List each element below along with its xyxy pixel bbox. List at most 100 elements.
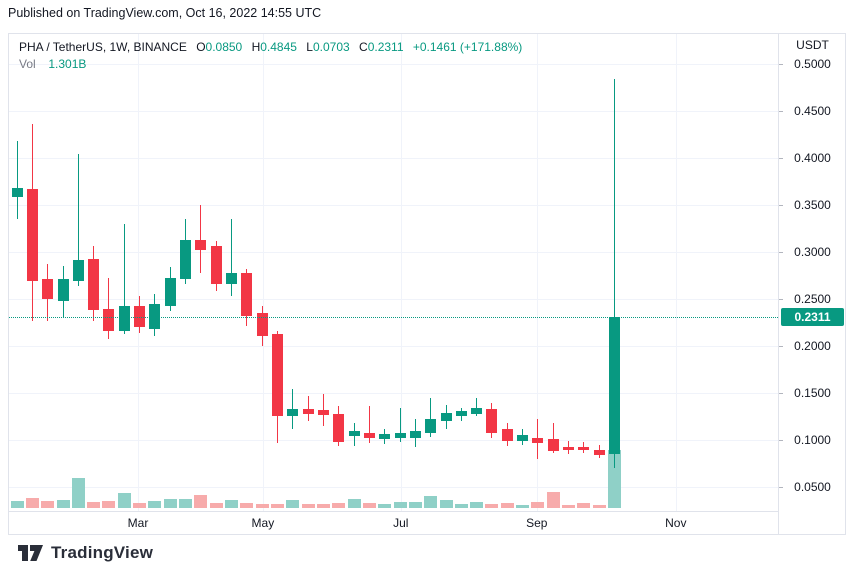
candle-body <box>317 409 329 415</box>
symbol-title[interactable]: PHA / TetherUS, 1W, BINANCE <box>19 40 187 54</box>
price-tick-label: 0.4000 <box>794 151 831 165</box>
candle-body <box>578 447 590 450</box>
candle-body <box>501 429 513 441</box>
v-gridline <box>138 34 139 511</box>
change-value: +0.1461 (+171.88%) <box>412 40 523 54</box>
candle-body <box>486 409 498 434</box>
candle-body <box>241 273 253 316</box>
tradingview-logo-icon[interactable] <box>18 544 44 562</box>
candle-body <box>302 409 314 414</box>
ohlc-close: C0.2311 <box>359 40 404 54</box>
volume-bar <box>10 501 24 508</box>
volume-bar <box>41 501 55 508</box>
h-gridline <box>9 393 778 394</box>
volume-bar <box>133 502 147 508</box>
price-tick-label: 0.5000 <box>794 57 831 71</box>
tradingview-brand-text[interactable]: TradingView <box>51 543 154 562</box>
price-plot[interactable] <box>9 34 778 511</box>
volume-bar <box>225 499 238 508</box>
candle-wick <box>77 154 79 286</box>
price-tickmark <box>779 299 783 300</box>
month-label: May <box>251 516 275 530</box>
price-axis-unit: USDT <box>796 38 829 52</box>
price-tickmark <box>779 205 783 206</box>
ohlc-low: L0.0703 <box>306 40 350 54</box>
candle-wick <box>476 397 478 416</box>
volume-bar <box>255 503 269 508</box>
price-tickmark <box>779 393 783 394</box>
h-gridline <box>9 111 778 112</box>
h-gridline <box>9 346 778 347</box>
v-gridline <box>675 34 677 511</box>
volume-bar <box>270 503 284 508</box>
price-tick-label: 0.2000 <box>794 339 831 353</box>
v-gridline <box>262 34 264 511</box>
price-tickmark <box>779 346 783 347</box>
volume-bar <box>577 502 591 508</box>
volume-bar <box>470 502 484 508</box>
candle-wick <box>552 423 554 453</box>
candle-wick <box>108 278 110 339</box>
candle-wick <box>200 205 202 273</box>
candle-body <box>425 419 437 433</box>
price-tickmark <box>779 440 783 441</box>
month-label: Mar <box>127 516 149 530</box>
volume-bar <box>393 502 407 508</box>
candle-body <box>547 439 559 451</box>
candle-wick <box>430 397 432 437</box>
candle-body <box>287 409 299 416</box>
candle-body <box>256 313 268 336</box>
candle-body <box>103 309 115 331</box>
h-gridline <box>9 487 778 488</box>
candle-body <box>409 431 421 439</box>
ohlc-open: O0.0850 <box>196 40 243 54</box>
price-tick-label: 0.1000 <box>794 433 831 447</box>
candle-body <box>26 189 38 282</box>
price-tick-label: 0.1500 <box>794 386 831 400</box>
price-tick-label: 0.4500 <box>794 104 831 118</box>
candle-body <box>363 433 375 438</box>
chart-legend: PHA / TetherUS, 1W, BINANCE O0.0850 H0.4… <box>19 39 522 73</box>
candle-body <box>195 240 207 251</box>
volume-bar <box>362 502 376 508</box>
candle-body <box>180 240 191 279</box>
candle-body <box>42 279 54 299</box>
price-tickmark <box>779 158 783 159</box>
price-tick-label: 0.3000 <box>794 245 831 259</box>
volume-bar <box>408 502 422 508</box>
volume-bar <box>209 502 223 508</box>
price-tickmark <box>779 252 783 253</box>
volume-bar <box>316 503 330 508</box>
candle-body <box>455 411 467 417</box>
volume-bar <box>301 503 315 508</box>
h-gridline <box>9 299 778 300</box>
volume-bar <box>500 502 514 508</box>
volume-bar <box>608 450 621 508</box>
month-label: Sep <box>526 516 548 530</box>
volume-bar <box>562 505 575 508</box>
time-axis[interactable]: Mar May Jul Sep Nov <box>9 511 778 535</box>
current-price-badge[interactable]: 0.2311 <box>781 307 844 326</box>
volume-bar <box>378 503 392 508</box>
volume-bar <box>439 499 453 508</box>
volume-bar <box>424 495 438 508</box>
volume-bar <box>546 491 560 508</box>
h-gridline <box>9 205 778 206</box>
candle-body <box>532 438 544 443</box>
candle-body <box>11 188 23 197</box>
candle-body <box>609 316 620 455</box>
price-axis[interactable]: USDT 0.2311 0.5000 0.4500 0.4000 0.3500 0.30… <box>778 34 846 534</box>
volume-bar <box>286 499 300 508</box>
candle-body <box>593 450 605 455</box>
volume-bar <box>531 502 545 508</box>
candle-body <box>164 278 176 306</box>
price-tick-label: 0.0500 <box>794 480 831 494</box>
volume-value: 1.301B <box>48 57 87 71</box>
candle-body <box>379 434 391 439</box>
price-tickmark <box>779 487 783 488</box>
price-tickmark <box>779 64 783 65</box>
candle-wick <box>307 396 309 421</box>
candle-body <box>118 306 130 331</box>
candle-body <box>149 304 161 330</box>
